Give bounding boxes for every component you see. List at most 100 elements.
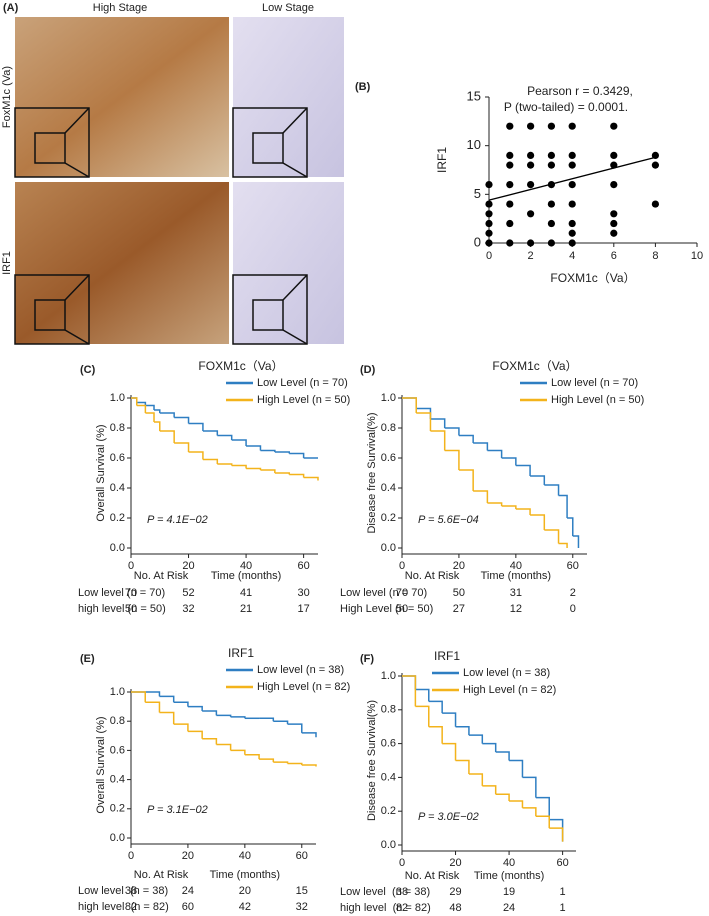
legend-label: Low level (n = 70) <box>551 377 638 389</box>
risk-row-label: High Level (n = 50) <box>340 603 433 615</box>
row-label: IRF1 <box>1 251 13 275</box>
survival-step <box>217 463 233 466</box>
survival-step <box>216 743 232 751</box>
survival-step <box>515 464 531 476</box>
survival-step <box>159 711 175 725</box>
chart-title: FOXM1c（Va） <box>492 359 577 373</box>
point <box>506 239 514 247</box>
survival-step <box>535 796 550 820</box>
x-tick-label: 0 <box>486 250 492 262</box>
survival-step <box>509 759 524 778</box>
y-tick-label: 0.0 <box>110 832 125 844</box>
risk-row-label: Low level (n = 38) <box>78 885 168 897</box>
point <box>485 239 493 247</box>
survival-step <box>173 701 189 707</box>
survival-step <box>145 404 155 410</box>
survival-step <box>473 490 489 503</box>
survival-step <box>289 473 305 478</box>
point <box>610 151 618 159</box>
point <box>568 229 576 237</box>
y-tick-label: 0.6 <box>110 452 125 464</box>
survival-step <box>231 464 247 469</box>
point <box>527 210 535 218</box>
survival-step <box>428 700 443 714</box>
survival-step <box>468 734 484 744</box>
point <box>485 200 493 208</box>
column-label: High Stage <box>93 2 147 14</box>
survival-step <box>159 695 175 703</box>
y-tick-label: 0.4 <box>381 482 396 494</box>
risk-value: 82 <box>396 902 408 914</box>
x-tick-label: 60 <box>296 850 308 862</box>
point <box>610 161 618 169</box>
survival-step <box>145 412 155 422</box>
y-tick-label: 0.2 <box>381 805 396 817</box>
risk-value: 60 <box>182 901 194 913</box>
panel-label: (D) <box>360 364 376 376</box>
survival-step <box>159 430 175 443</box>
point <box>610 210 618 218</box>
survival-step <box>136 401 147 406</box>
panel-label: (B) <box>355 81 371 93</box>
point <box>568 181 576 189</box>
survival-step <box>246 445 262 451</box>
legend-label: Low level (n = 38) <box>257 664 344 676</box>
survival-step <box>530 475 546 485</box>
point <box>485 181 493 189</box>
survival-step <box>522 807 537 817</box>
risk-value: 50 <box>396 603 408 615</box>
annotation: P = 4.1E−02 <box>147 514 208 526</box>
survival-step <box>260 449 276 452</box>
point <box>547 200 556 208</box>
y-tick-label: 0.0 <box>110 542 125 554</box>
survival-step <box>301 764 317 767</box>
survival-step <box>274 472 290 475</box>
survival-step <box>428 725 443 744</box>
panel-label: (E) <box>80 653 95 665</box>
x-tick-label: 10 <box>691 250 703 262</box>
survival-step <box>230 749 246 755</box>
point <box>527 151 535 159</box>
y-tick-label: 1.0 <box>110 686 125 698</box>
risk-value: 48 <box>449 902 461 914</box>
survival-step <box>495 793 510 802</box>
y-axis-label: Disease free Survival(%) <box>366 700 378 821</box>
survival-step <box>244 754 260 760</box>
survival-step <box>416 412 432 431</box>
survival-step <box>402 675 417 707</box>
survival-step <box>501 457 517 466</box>
point <box>506 200 514 208</box>
annotation: Pearson r = 0.3429, <box>527 84 633 98</box>
survival-step <box>202 458 219 464</box>
annotation: P (two-tailed) = 0.0001. <box>504 100 628 114</box>
point <box>610 219 618 228</box>
y-tick-label: 0.6 <box>110 744 125 756</box>
x-axis-label: FOXM1c（Va） <box>550 271 635 285</box>
x-tick-label: 60 <box>297 560 309 572</box>
risk-value: 50 <box>453 587 465 599</box>
point <box>547 181 556 189</box>
point <box>547 161 556 169</box>
survival-step <box>455 759 470 775</box>
survival-step <box>487 449 503 458</box>
survival-step <box>442 712 457 727</box>
survival-step <box>458 434 474 443</box>
survival-step <box>444 427 460 436</box>
x-tick-label: 8 <box>652 250 658 262</box>
survival-step <box>415 705 430 727</box>
survival-step <box>173 723 189 732</box>
survival-step <box>558 542 568 548</box>
y-tick-label: 0.6 <box>381 738 396 750</box>
chart-title: FOXM1c（Va） <box>198 359 283 373</box>
column-label: Low Stage <box>262 2 314 14</box>
point <box>506 161 514 169</box>
point <box>610 181 618 189</box>
y-axis-label: Overall Survival (%) <box>95 424 107 521</box>
risk-title: No. At Risk <box>134 869 189 881</box>
y-axis-label: Overall Survival (%) <box>95 716 107 813</box>
survival-step <box>154 409 161 413</box>
survival-step <box>402 397 417 409</box>
risk-value: 38 <box>125 885 137 897</box>
point <box>485 219 493 228</box>
